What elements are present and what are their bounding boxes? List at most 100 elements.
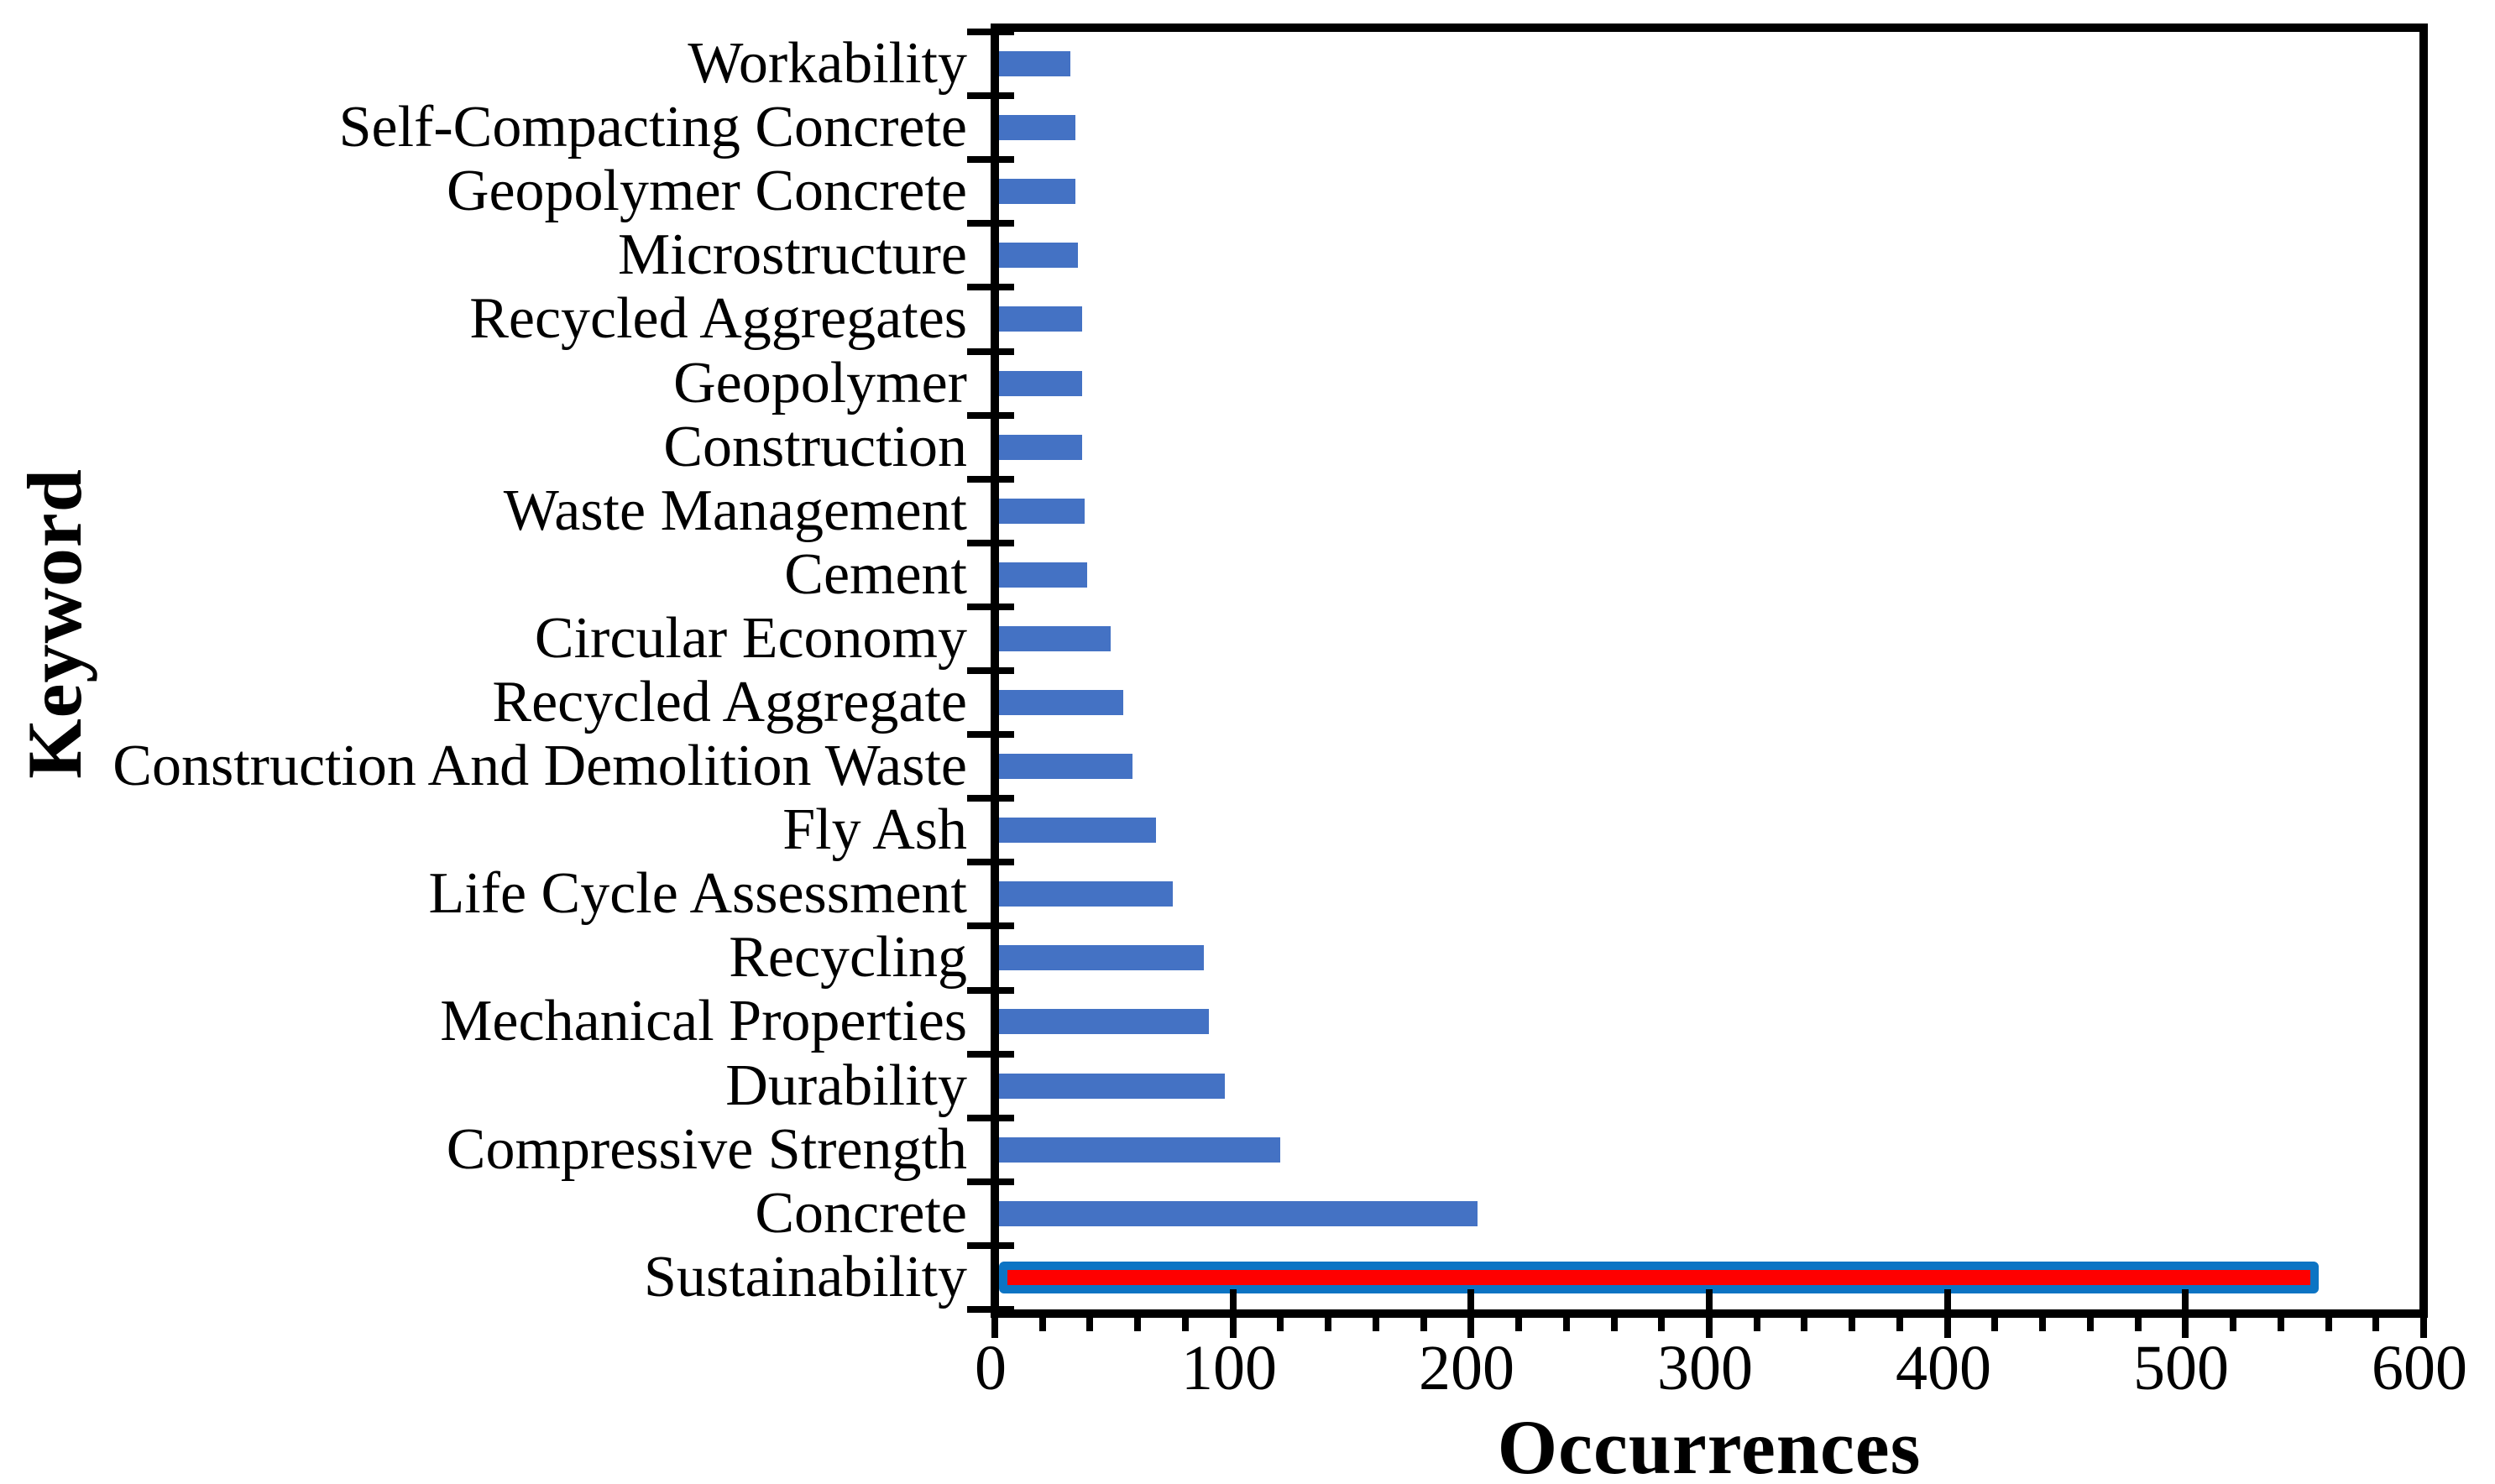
x-tick-minor xyxy=(1182,1318,1189,1331)
bar xyxy=(999,1137,1280,1163)
x-tick-major xyxy=(2182,1289,2189,1338)
x-tick-label: 100 xyxy=(1181,1333,1277,1403)
category-row: Microstructure xyxy=(0,223,967,287)
x-axis-title: Occurrences xyxy=(1497,1404,1922,1484)
x-tick-minor xyxy=(1277,1318,1284,1331)
x-tick-minor xyxy=(2372,1318,2379,1331)
category-label: Durability xyxy=(725,1053,967,1118)
category-label: Recycled Aggregates xyxy=(469,286,967,352)
bar xyxy=(999,881,1173,907)
category-label: Recycled Aggregate xyxy=(492,669,967,734)
category-row: Mechanical Properties xyxy=(0,990,967,1053)
x-tick-major xyxy=(991,1289,998,1338)
y-tick xyxy=(967,220,1014,227)
category-label: Geopolymer xyxy=(673,350,967,415)
bar-row xyxy=(999,159,2419,223)
category-row: Workability xyxy=(0,32,967,96)
category-label: Concrete xyxy=(755,1180,967,1246)
category-row: Sustainability xyxy=(0,1246,967,1309)
bar-row xyxy=(999,479,2419,543)
y-tick xyxy=(967,1306,1014,1313)
category-label: Waste Management xyxy=(503,478,967,543)
x-tick-minor xyxy=(1991,1318,1998,1331)
bar-row xyxy=(999,1118,2419,1182)
x-tick-minor xyxy=(1373,1318,1379,1331)
x-tick-minor xyxy=(1420,1318,1427,1331)
y-tick xyxy=(967,476,1014,483)
bar xyxy=(999,818,1156,844)
y-tick xyxy=(967,92,1014,99)
bar xyxy=(999,306,1082,332)
bar-row xyxy=(999,543,2419,607)
category-row: Fly Ash xyxy=(0,798,967,862)
bar-row xyxy=(999,990,2419,1053)
category-row: Durability xyxy=(0,1054,967,1118)
bar xyxy=(999,1073,1225,1099)
category-label: Circular Economy xyxy=(534,605,967,671)
bar xyxy=(999,689,1123,715)
x-tick-minor xyxy=(2230,1318,2236,1331)
category-label: Recycling xyxy=(729,925,967,990)
x-tick-minor xyxy=(1515,1318,1522,1331)
category-label: Workability xyxy=(688,31,967,97)
category-row: Construction xyxy=(0,415,967,479)
bar-row xyxy=(999,798,2419,862)
y-tick xyxy=(967,731,1014,738)
category-label: Microstructure xyxy=(618,222,967,288)
category-label: Self-Compacting Concrete xyxy=(338,95,967,160)
category-row: Geopolymer xyxy=(0,351,967,415)
x-tick-minor xyxy=(1658,1318,1665,1331)
bar-row xyxy=(999,1054,2419,1118)
x-tick-minor xyxy=(2039,1318,2046,1331)
bar-row xyxy=(999,926,2419,990)
x-tick-minor xyxy=(2278,1318,2284,1331)
x-tick-label: 300 xyxy=(1657,1333,1753,1403)
y-tick xyxy=(967,1051,1014,1058)
bar-row xyxy=(999,862,2419,926)
x-tick-minor xyxy=(1896,1318,1903,1331)
x-tick-major xyxy=(1230,1289,1237,1338)
bar-row xyxy=(999,32,2419,96)
y-tick xyxy=(967,1115,1014,1121)
x-tick-major xyxy=(2420,1289,2427,1338)
category-row: Compressive Strength xyxy=(0,1118,967,1182)
category-row: Life Cycle Assessment xyxy=(0,862,967,926)
bar xyxy=(999,754,1132,780)
bar-row xyxy=(999,607,2419,671)
x-tick-minor xyxy=(2325,1318,2332,1331)
bar xyxy=(999,51,1070,77)
x-tick-major xyxy=(1467,1289,1474,1338)
bar xyxy=(999,945,1204,971)
bar xyxy=(999,498,1085,524)
bar xyxy=(999,370,1082,396)
x-tick-minor xyxy=(1849,1318,1855,1331)
bar xyxy=(999,625,1111,651)
y-tick xyxy=(967,922,1014,929)
bar-row xyxy=(999,671,2419,734)
plot-inner xyxy=(967,29,2427,1338)
x-tick-minor xyxy=(1039,1318,1046,1331)
x-tick-minor xyxy=(1563,1318,1570,1331)
bar xyxy=(999,243,1078,269)
category-row: Recycling xyxy=(0,926,967,990)
y-tick xyxy=(967,667,1014,674)
category-label: Mechanical Properties xyxy=(440,989,967,1054)
bar-row xyxy=(999,223,2419,287)
bar xyxy=(999,1200,1478,1226)
bar-row xyxy=(999,1182,2419,1246)
x-tick-label: 0 xyxy=(975,1333,1007,1403)
category-row: Self-Compacting Concrete xyxy=(0,96,967,159)
category-label: Cement xyxy=(784,541,967,607)
bar-row xyxy=(999,287,2419,351)
category-row: Concrete xyxy=(0,1182,967,1246)
category-label: Construction And Demolition Waste xyxy=(112,734,967,799)
x-tick-label: 400 xyxy=(1896,1333,1991,1403)
category-label: Construction xyxy=(663,414,967,479)
category-row: Recycled Aggregates xyxy=(0,287,967,351)
bar-row xyxy=(999,1246,2419,1309)
category-row: Cement xyxy=(0,543,967,607)
category-labels-column: Workability Self-Compacting Concrete Geopo… xyxy=(0,32,967,1309)
y-tick xyxy=(967,859,1014,865)
y-tick xyxy=(967,348,1014,355)
